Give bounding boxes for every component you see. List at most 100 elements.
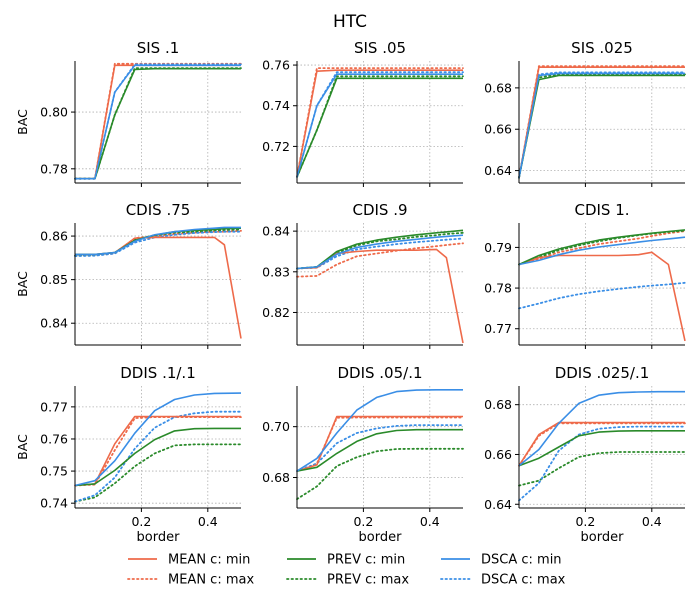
series-line-dsca-c-max — [518, 71, 686, 179]
series-line-dsca-c-max — [518, 425, 686, 502]
legend-item: DSCA c: min — [441, 553, 562, 568]
series-line-mean-c-min — [518, 421, 685, 467]
series-line-dsca-c-max — [296, 71, 464, 178]
legend-item: DSCA c: max — [440, 573, 566, 588]
y-tick-label: 0.76 — [262, 58, 290, 73]
legend: MEAN c: min MEAN c: max PREV c: min PREV c:… — [127, 553, 566, 588]
subplot-title: CDIS .9 — [352, 201, 407, 219]
subplot-title: CDIS .75 — [126, 201, 191, 219]
x-axis-label: border — [137, 530, 181, 545]
series-line-mean-c-min — [74, 415, 241, 487]
legend-item: PREV c: min — [287, 553, 405, 568]
series-line-prev-c-min — [74, 427, 241, 487]
series-line-prev-c-max — [296, 447, 464, 501]
legend-label: MEAN c: max — [168, 573, 254, 588]
y-tick-label: 0.74 — [262, 98, 290, 113]
y-tick-label: 0.79 — [484, 240, 512, 255]
y-tick-label: 0.70 — [262, 419, 290, 434]
series-line-prev-c-max — [74, 228, 242, 257]
series-line-mean-c-max — [518, 422, 686, 467]
series-line-dsca-c-max — [74, 410, 242, 503]
series-line-dsca-c-max — [296, 237, 464, 270]
legend-item: MEAN c: max — [127, 573, 254, 588]
subplot: SIS .025 0.64 0.66 0.68 — [484, 39, 686, 187]
y-tick-label: 0.82 — [262, 305, 290, 320]
series-line-dsca-c-min — [296, 234, 464, 270]
subplot: SIS .05 0.72 0.74 0.76 — [262, 39, 464, 187]
x-tick-label: 0.4 — [642, 514, 662, 529]
legend-label: DSCA c: min — [481, 553, 562, 568]
y-tick-label: 0.85 — [40, 272, 68, 287]
legend-label: PREV c: max — [327, 573, 409, 588]
legend-label: PREV c: min — [327, 553, 405, 568]
subplot-title: DDIS .05/.1 — [337, 364, 422, 382]
series-line-prev-c-min — [518, 229, 686, 266]
y-tick-label: 0.68 — [484, 397, 512, 412]
y-tick-label: 0.86 — [40, 229, 68, 244]
series-line-mean-c-max — [296, 242, 464, 278]
subplot: CDIS .75 0.84 0.85 0.86 BAC — [15, 201, 242, 349]
series-line-prev-c-min — [296, 229, 464, 270]
x-tick-label: 0.2 — [131, 514, 151, 529]
subplot: CDIS 1. 0.77 0.78 0.79 — [484, 201, 686, 349]
y-tick-label: 0.84 — [262, 224, 290, 239]
series-line-prev-c-min — [518, 429, 685, 467]
series-line-mean-c-max — [296, 67, 464, 178]
y-tick-label: 0.72 — [262, 139, 290, 154]
subplot-title: DDIS .025/.1 — [555, 364, 650, 382]
x-axis-label: border — [359, 530, 403, 545]
y-tick-label: 0.68 — [484, 80, 512, 95]
y-tick-label: 0.80 — [40, 105, 68, 120]
subplot: SIS .1 0.78 0.80 BAC — [15, 39, 242, 187]
y-axis-label: BAC — [15, 271, 30, 297]
legend-item: MEAN c: min — [128, 553, 250, 568]
y-tick-label: 0.84 — [40, 316, 68, 331]
series-line-dsca-c-max — [296, 424, 464, 473]
series-line-mean-c-min — [296, 69, 463, 178]
series-line-mean-c-max — [518, 230, 686, 266]
series-line-mean-c-max — [518, 65, 686, 179]
legend-item: PREV c: max — [286, 573, 409, 588]
series-line-prev-c-min — [296, 428, 463, 472]
y-axis-label: BAC — [15, 109, 30, 135]
series-line-prev-c-max — [74, 443, 242, 503]
y-axis-label: BAC — [15, 434, 30, 460]
subplot: DDIS .05/.1 0.68 0.70 0.2 0.4 border — [262, 364, 464, 545]
x-axis-label: border — [581, 530, 625, 545]
y-tick-label: 0.78 — [484, 281, 512, 296]
legend-label: MEAN c: min — [168, 553, 250, 568]
y-tick-label: 0.66 — [484, 447, 512, 462]
subplot-title: SIS .025 — [571, 39, 633, 57]
subplot: CDIS .9 0.82 0.83 0.84 — [262, 201, 464, 349]
y-tick-label: 0.66 — [484, 122, 512, 137]
y-tick-label: 0.64 — [484, 163, 512, 178]
series-line-dsca-c-min — [296, 73, 463, 178]
subplot-title: DDIS .1/.1 — [120, 364, 196, 382]
y-tick-label: 0.74 — [40, 496, 68, 511]
series-line-dsca-c-min — [518, 236, 686, 266]
series-line-mean-c-min — [518, 66, 685, 178]
subplot-title: CDIS 1. — [574, 201, 629, 219]
series-line-prev-c-min — [75, 67, 241, 180]
series-line-prev-c-max — [296, 75, 464, 178]
y-tick-label: 0.76 — [40, 431, 68, 446]
series-line-dsca-c-min — [75, 64, 241, 180]
y-tick-label: 0.77 — [484, 321, 512, 336]
series-line-dsca-c-min — [296, 388, 463, 472]
subplot-title: SIS .05 — [354, 39, 406, 57]
series-line-mean-c-min — [518, 251, 686, 342]
subplot: DDIS .025/.1 0.64 0.66 0.68 0.2 0.4 border — [484, 364, 686, 545]
series-line-dsca-c-min — [75, 226, 241, 256]
series-line-dsca-c-min — [518, 72, 685, 178]
y-tick-label: 0.64 — [484, 497, 512, 512]
series-line-dsca-c-min — [518, 390, 685, 467]
x-tick-label: 0.4 — [420, 514, 440, 529]
series-line-dsca-c-max — [74, 230, 242, 258]
series-line-prev-c-min — [518, 74, 685, 178]
series-line-prev-c-max — [518, 451, 686, 487]
y-tick-label: 0.77 — [40, 399, 68, 414]
y-tick-label: 0.83 — [262, 264, 290, 279]
series-line-prev-c-max — [518, 73, 686, 179]
